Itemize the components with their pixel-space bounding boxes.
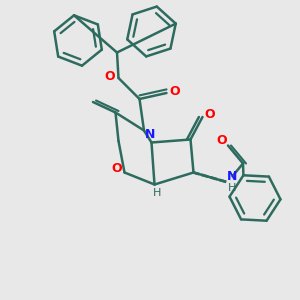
Text: O: O xyxy=(205,107,215,121)
Text: N: N xyxy=(145,128,155,142)
Text: N: N xyxy=(227,169,238,183)
Text: O: O xyxy=(105,70,116,83)
Text: O: O xyxy=(169,85,180,98)
Text: H: H xyxy=(228,183,237,193)
Text: H: H xyxy=(153,188,162,199)
Text: O: O xyxy=(217,134,227,147)
Text: O: O xyxy=(112,162,122,176)
